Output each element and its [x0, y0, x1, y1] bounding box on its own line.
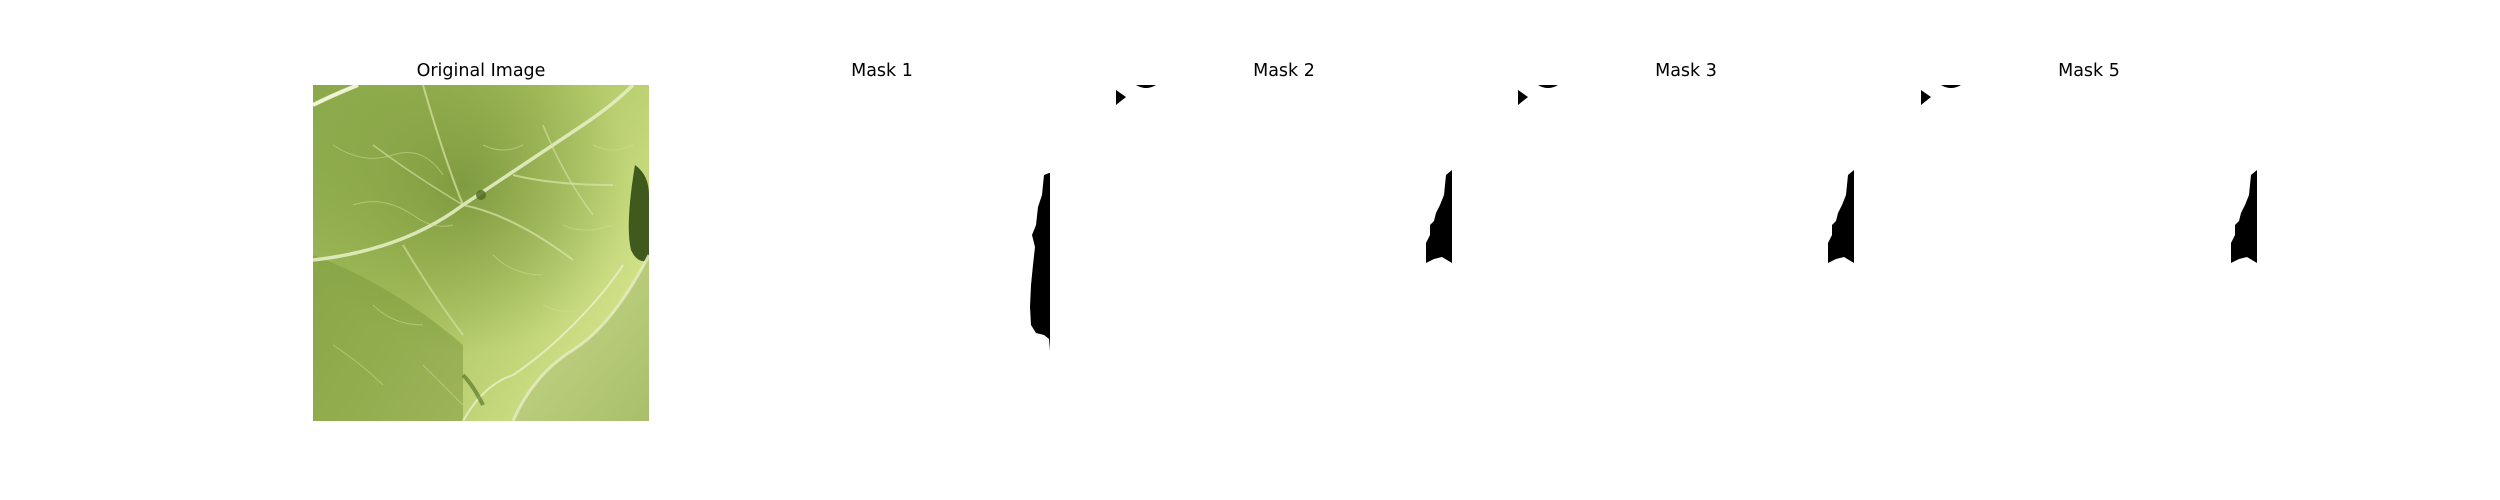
- panel-title-mask-5: Mask 5: [2058, 61, 2120, 81]
- panel-title-mask-2: Mask 2: [1253, 61, 1315, 81]
- mask-3-image: [1518, 85, 1854, 421]
- mask-2-arc-top: [1136, 85, 1156, 88]
- mask-1-region: [1030, 173, 1050, 351]
- panel-title-mask-3: Mask 3: [1655, 61, 1717, 81]
- mask-5-arc-top: [1941, 85, 1961, 88]
- mask-5-image: [1921, 85, 2257, 421]
- mask-5-region: [2231, 170, 2257, 263]
- panel-title-mask-1: Mask 1: [851, 61, 913, 81]
- original-leaf-image: [313, 85, 649, 421]
- mask-2-blob-top-left: [1116, 90, 1126, 105]
- mask-3-blob-top-left: [1518, 90, 1528, 105]
- mask-3-region: [1828, 170, 1854, 263]
- mask-3-arc-top: [1538, 85, 1558, 88]
- panel-title-original-image: Original Image: [416, 61, 546, 81]
- mask-5-blob-top-left: [1921, 90, 1931, 105]
- mask-2-region: [1426, 170, 1452, 263]
- mask-1-image: [714, 85, 1050, 421]
- mask-2-image: [1116, 85, 1452, 421]
